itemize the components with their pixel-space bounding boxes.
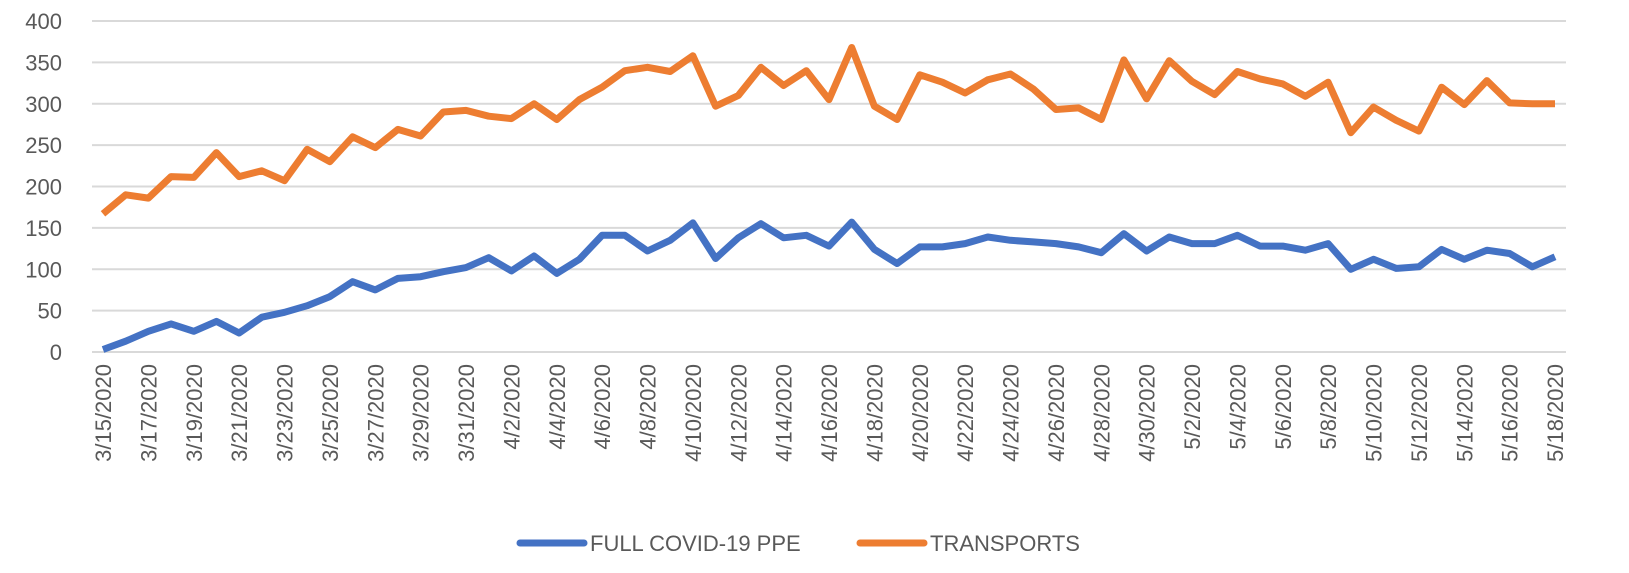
x-tick-label: 3/27/2020	[363, 364, 388, 462]
x-tick-label: 5/18/2020	[1543, 364, 1568, 462]
x-tick-label: 3/25/2020	[318, 364, 343, 462]
x-tick-label: 4/24/2020	[999, 364, 1024, 462]
x-tick-label: 4/30/2020	[1135, 364, 1160, 462]
x-tick-label: 4/18/2020	[862, 364, 887, 462]
x-tick-label: 5/10/2020	[1362, 364, 1387, 462]
x-tick-label: 4/8/2020	[636, 364, 661, 450]
y-tick-label: 0	[50, 340, 62, 365]
x-tick-label: 3/23/2020	[273, 364, 298, 462]
x-tick-label: 4/22/2020	[953, 364, 978, 462]
x-tick-label: 5/8/2020	[1316, 364, 1341, 450]
y-tick-label: 150	[25, 216, 62, 241]
x-tick-label: 5/16/2020	[1498, 364, 1523, 462]
x-tick-label: 3/21/2020	[227, 364, 252, 462]
x-tick-label: 4/16/2020	[817, 364, 842, 462]
x-tick-label: 4/12/2020	[726, 364, 751, 462]
x-tick-label: 4/2/2020	[499, 364, 524, 450]
y-tick-label: 50	[38, 299, 62, 324]
x-tick-label: 4/6/2020	[590, 364, 615, 450]
x-tick-label: 3/19/2020	[182, 364, 207, 462]
legend-label: FULL COVID-19 PPE	[590, 531, 801, 556]
x-tick-label: 3/31/2020	[454, 364, 479, 462]
x-tick-label: 4/28/2020	[1089, 364, 1114, 462]
x-tick-label: 3/29/2020	[409, 364, 434, 462]
x-tick-label: 4/4/2020	[545, 364, 570, 450]
x-tick-label: 5/14/2020	[1452, 364, 1477, 462]
x-tick-label: 5/12/2020	[1407, 364, 1432, 462]
y-tick-label: 100	[25, 257, 62, 282]
legend-label: TRANSPORTS	[930, 531, 1080, 556]
y-tick-label: 250	[25, 133, 62, 158]
x-tick-label: 4/26/2020	[1044, 364, 1069, 462]
data-line	[101, 218, 1557, 353]
y-tick-label: 300	[25, 92, 62, 117]
y-tick-label: 200	[25, 175, 62, 200]
x-tick-label: 5/2/2020	[1180, 364, 1205, 450]
y-tick-label: 400	[25, 9, 62, 34]
x-tick-label: 3/17/2020	[136, 364, 161, 462]
y-tick-label: 350	[25, 50, 62, 75]
x-tick-label: 5/6/2020	[1271, 364, 1296, 450]
x-tick-label: 3/15/2020	[91, 364, 116, 462]
data-line	[100, 44, 1555, 217]
x-tick-label: 4/14/2020	[772, 364, 797, 462]
x-tick-label: 5/4/2020	[1225, 364, 1250, 450]
x-tick-label: 4/20/2020	[908, 364, 933, 462]
x-tick-label: 4/10/2020	[681, 364, 706, 462]
